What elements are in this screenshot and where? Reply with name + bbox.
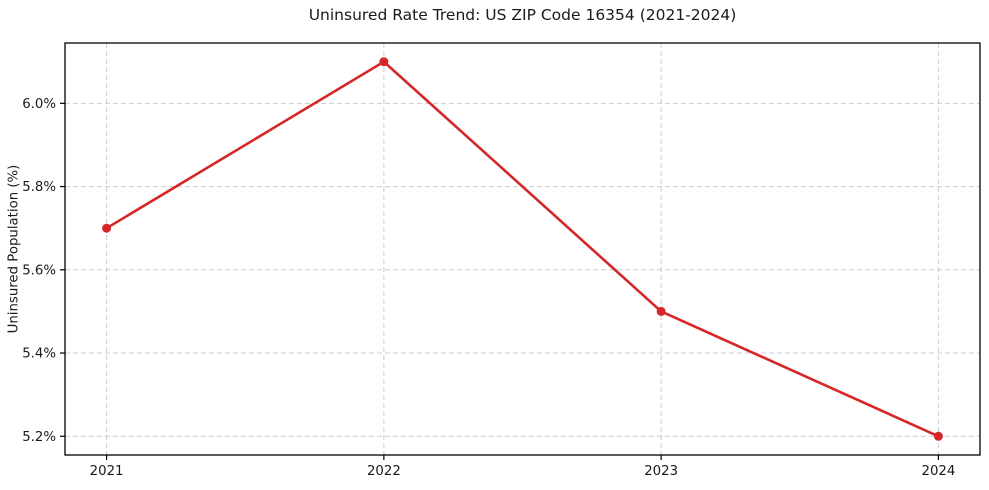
y-tick-label: 5.2% bbox=[22, 430, 56, 445]
x-tick-label: 2022 bbox=[367, 464, 401, 479]
data-point bbox=[379, 57, 389, 67]
y-tick-label: 6.0% bbox=[22, 97, 56, 112]
x-tick-label: 2024 bbox=[921, 464, 955, 479]
data-point bbox=[102, 223, 112, 233]
trend-line bbox=[105, 60, 940, 438]
x-tick-label: 2023 bbox=[644, 464, 678, 479]
data-point bbox=[656, 306, 666, 316]
x-tick-label: 2021 bbox=[90, 464, 124, 479]
plot-border bbox=[64, 42, 981, 456]
chart-title: Uninsured Rate Trend: US ZIP Code 16354 … bbox=[308, 6, 737, 24]
y-tick-label: 5.4% bbox=[22, 347, 56, 362]
y-tick-label: 5.6% bbox=[22, 263, 56, 278]
data-point bbox=[933, 431, 943, 441]
y-tick-label: 5.8% bbox=[22, 180, 56, 195]
